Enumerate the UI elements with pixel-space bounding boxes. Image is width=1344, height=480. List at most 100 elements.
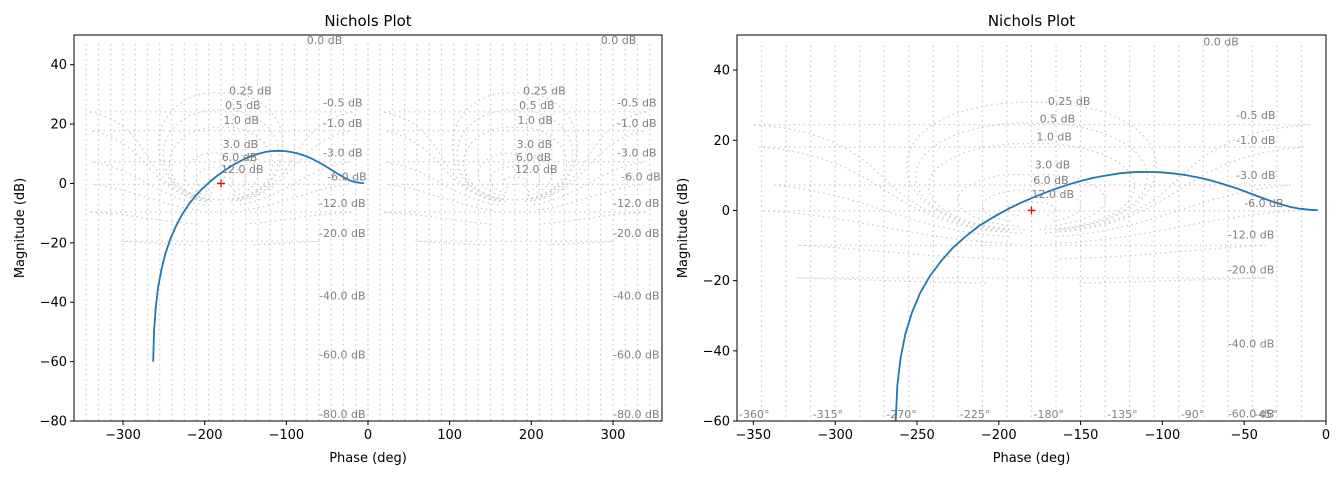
gain-contour	[384, 130, 646, 203]
gain-contour-label: -40.0 dB	[319, 289, 366, 302]
gain-contour	[162, 109, 280, 201]
gain-contour-label: -60.0 dB	[1228, 407, 1275, 420]
x-tick-label: −300	[817, 428, 853, 443]
gain-contour-label: -6.0 dB	[621, 170, 661, 183]
gain-contour-label: 0.0 dB	[1203, 36, 1239, 49]
gain-contour-label: 1.0 dB	[517, 114, 553, 127]
chart-title: Nichols Plot	[988, 12, 1075, 30]
gain-contour-label: -1.0 dB	[323, 117, 363, 130]
x-tick-label: −200	[981, 428, 1017, 443]
chart-title: Nichols Plot	[324, 12, 411, 30]
gain-contour	[752, 124, 1311, 233]
gain-contour	[797, 244, 1266, 260]
gain-contour	[386, 183, 644, 211]
gain-contour	[88, 111, 354, 203]
gain-contour-label: -3.0 dB	[617, 147, 657, 160]
gain-contour-label: 0.5 dB	[519, 99, 555, 112]
gain-contour-label: -20.0 dB	[613, 227, 660, 240]
gain-contour-label: 0.25 dB	[229, 84, 272, 97]
gain-contour-label: -3.0 dB	[323, 147, 363, 160]
x-tick-label: 0	[1322, 428, 1330, 443]
gain-contour-label: -80.0 dB	[613, 408, 660, 421]
phase-label: -90°	[1181, 408, 1204, 421]
gain-contour-label: 1.0 dB	[1036, 130, 1072, 143]
gain-contour-label: 3.0 dB	[223, 138, 259, 151]
x-tick-label: −250	[899, 428, 935, 443]
gain-contour	[168, 126, 274, 201]
plot-area	[74, 43, 662, 421]
gain-contour	[761, 210, 1302, 245]
x-tick-label: 200	[519, 428, 544, 443]
gain-contour-label: -12.0 dB	[1228, 229, 1275, 242]
x-axis-label: Phase (deg)	[993, 451, 1071, 466]
gain-contour-label: -0.5 dB	[1236, 109, 1276, 122]
x-tick-label: −150	[1063, 428, 1099, 443]
gain-contour-label: -60.0 dB	[319, 349, 366, 362]
critical-point-marker	[217, 179, 225, 188]
nichols-panel-1: 0.0 dB0.25 dB0.5 dB1.0 dB3.0 dB6.0 dB12.…	[13, 12, 663, 466]
gain-contour-label: 6.0 dB	[516, 151, 552, 164]
x-tick-label: 0	[364, 428, 372, 443]
x-tick-label: 300	[601, 428, 626, 443]
gain-contour-label: 0.0 dB	[601, 34, 637, 47]
gain-contour-label: -6.0 dB	[1244, 197, 1284, 210]
y-tick-label: −60	[703, 415, 730, 430]
x-tick-label: −100	[1145, 428, 1181, 443]
gain-contour-label: 0.5 dB	[225, 99, 261, 112]
gain-contour	[121, 240, 321, 246]
y-tick-label: −20	[703, 274, 730, 289]
gain-contour-label: 12.0 dB	[221, 163, 264, 176]
gain-contour	[456, 109, 574, 201]
phase-label: -180°	[1034, 408, 1064, 421]
gain-contour-label: 0.25 dB	[523, 84, 566, 97]
x-tick-label: −100	[268, 428, 304, 443]
y-axis-label: Magnitude (dB)	[13, 178, 28, 278]
gain-contour-label: 0.0 dB	[307, 34, 343, 47]
gain-contour-label: -40.0 dB	[1228, 337, 1275, 350]
gain-contour-label: -3.0 dB	[1236, 169, 1276, 182]
gain-contour-label: -0.5 dB	[323, 96, 363, 109]
gain-contour	[415, 240, 615, 246]
phase-label: -225°	[960, 408, 990, 421]
y-tick-label: 40	[713, 64, 730, 79]
gain-contour	[90, 130, 352, 203]
gain-contour-label: 12.0 dB	[1032, 188, 1075, 201]
gain-contour	[796, 277, 1267, 284]
gain-contour-label: 3.0 dB	[517, 138, 553, 151]
x-tick-label: −50	[1230, 428, 1257, 443]
y-tick-label: 0	[722, 204, 730, 219]
phase-label: -315°	[813, 408, 843, 421]
gain-contour-label: -80.0 dB	[319, 408, 366, 421]
phase-label: -270°	[886, 408, 916, 421]
x-tick-label: 100	[437, 428, 462, 443]
y-tick-label: 20	[713, 134, 730, 149]
gain-contour-label: 1.0 dB	[223, 114, 259, 127]
phase-label: -135°	[1107, 408, 1137, 421]
gain-contour-label: -40.0 dB	[613, 289, 660, 302]
nichols-curve	[894, 170, 1318, 421]
gain-contour-label: -20.0 dB	[1228, 264, 1275, 277]
phase-label: -360°	[739, 408, 769, 421]
y-tick-label: −60	[40, 355, 67, 370]
gain-contour	[462, 126, 568, 201]
gain-contour-label: -1.0 dB	[617, 117, 657, 130]
gain-contour-label: 0.5 dB	[1040, 113, 1076, 126]
gain-contour-label: -6.0 dB	[327, 170, 367, 183]
gain-contour	[92, 183, 350, 211]
gain-contour-label: -12.0 dB	[613, 197, 660, 210]
axes-frame	[73, 34, 663, 422]
phase-label: -45°	[1254, 408, 1277, 421]
x-tick-label: −350	[736, 428, 772, 443]
y-tick-label: −40	[703, 344, 730, 359]
gain-contour-label: -0.5 dB	[617, 96, 657, 109]
plot-area	[737, 45, 1326, 421]
gain-contour	[89, 211, 353, 225]
y-axis-label: Magnitude (dB)	[676, 178, 691, 278]
gain-contour-label: -20.0 dB	[319, 227, 366, 240]
gain-contour	[382, 111, 648, 203]
gain-contour-label: -60.0 dB	[613, 349, 660, 362]
gain-contour-label: 3.0 dB	[1035, 158, 1071, 171]
nichols-panel-2: 0.0 dB 0.25 dB 0.5 dB 1.0 dB 3.0 dB 6.0 dB12.…	[676, 12, 1330, 466]
y-tick-label: −80	[40, 415, 67, 430]
